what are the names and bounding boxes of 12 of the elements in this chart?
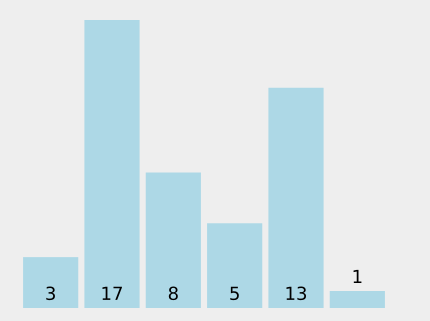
bar bbox=[207, 223, 262, 308]
bar bbox=[84, 20, 140, 308]
data-label: 3 bbox=[46, 286, 55, 300]
bar bbox=[146, 172, 201, 308]
data-label: 13 bbox=[286, 286, 306, 300]
data-label: 17 bbox=[102, 286, 122, 300]
bar bbox=[23, 257, 78, 308]
data-label: 1 bbox=[354, 270, 362, 283]
bar bbox=[268, 88, 324, 308]
data-label: 8 bbox=[168, 286, 178, 300]
bar bbox=[330, 291, 385, 308]
data-label: 5 bbox=[230, 286, 239, 300]
